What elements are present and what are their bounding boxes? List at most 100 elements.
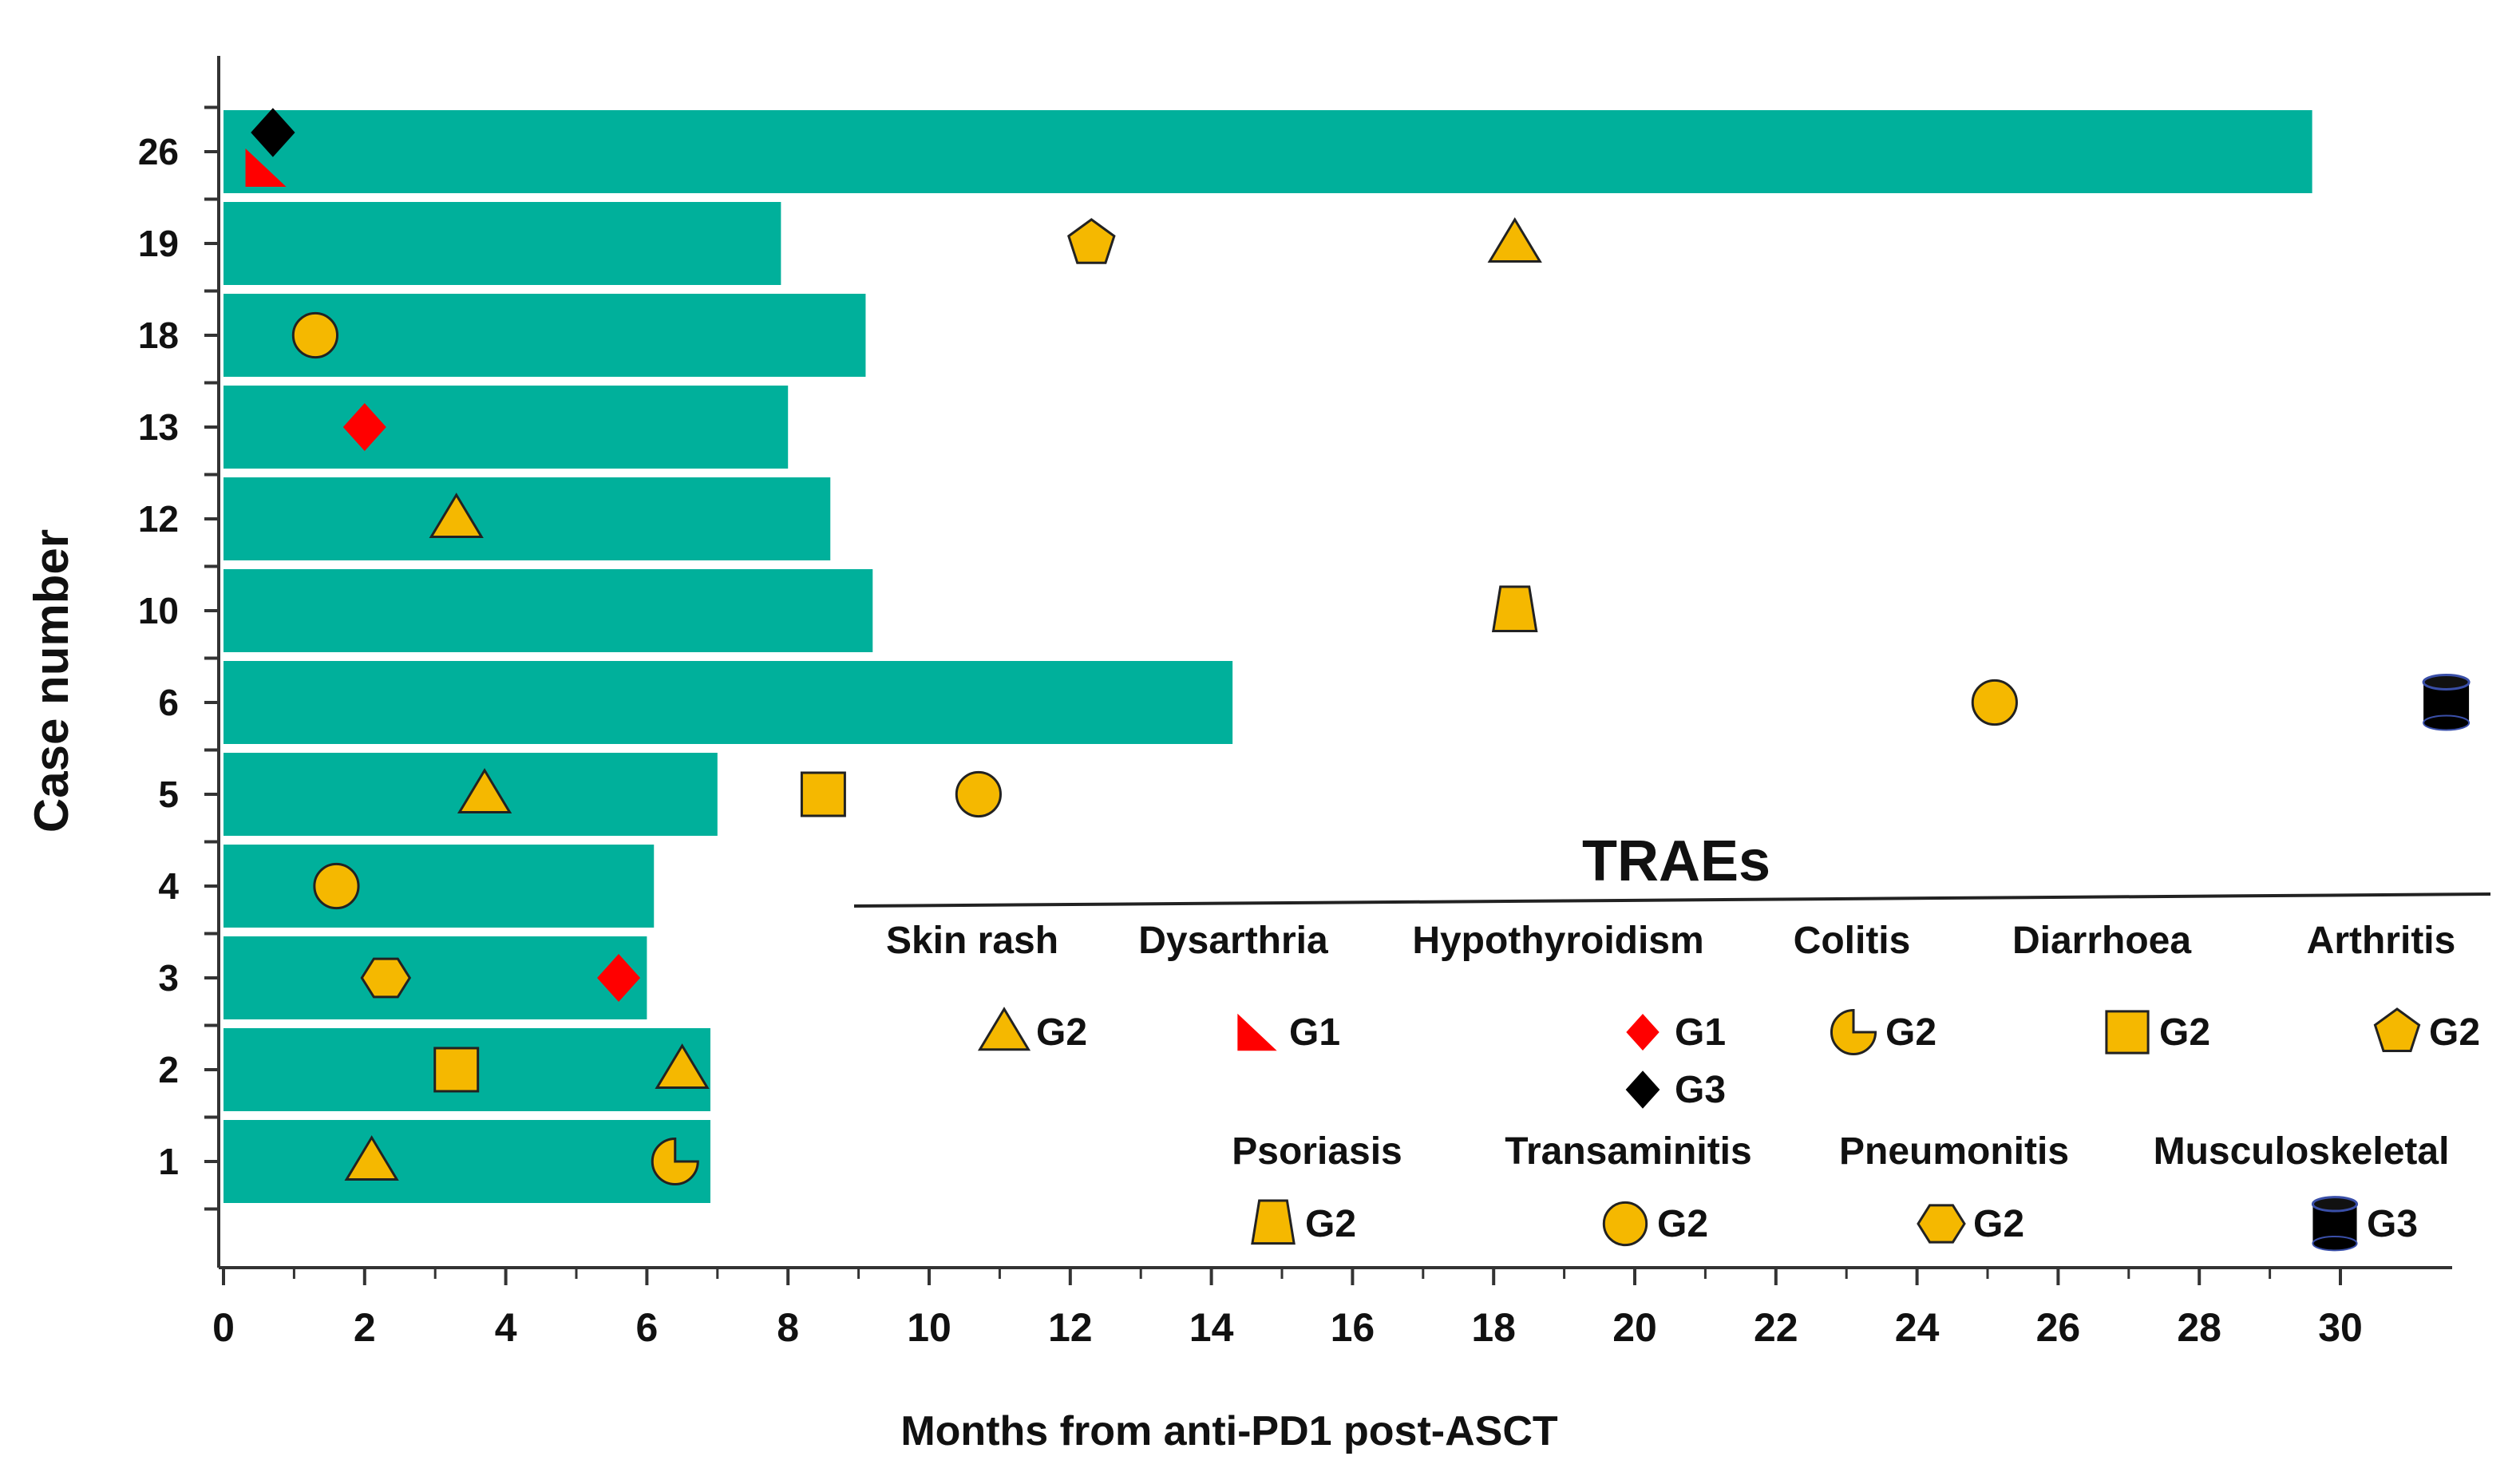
- legend-trapezoid-icon: [1251, 1199, 1296, 1245]
- x-tick-label: 14: [1189, 1305, 1234, 1350]
- bar-case-4: [224, 845, 655, 928]
- legend-name: Colitis: [1794, 920, 1911, 962]
- legend-name: Arthritis: [2307, 920, 2456, 962]
- square-shape: [2105, 1010, 2150, 1055]
- y-tick-label: 12: [138, 498, 179, 540]
- y-tick-label: 13: [138, 406, 179, 448]
- legend-title: TRAEs: [1582, 829, 1770, 893]
- bar-case-6: [224, 661, 1233, 744]
- circle-shape: [1602, 1201, 1648, 1247]
- y-tick-label: 5: [158, 774, 179, 815]
- legend-rule: [853, 892, 2491, 908]
- legend-name: Dysarthria: [1138, 920, 1328, 962]
- hexagon-shape: [1917, 1204, 1966, 1244]
- pentagon-shape: [1067, 218, 1116, 264]
- x-tick-label: 10: [907, 1305, 951, 1350]
- x-tick-label: 0: [212, 1305, 235, 1350]
- square-shape: [800, 771, 846, 817]
- y-tick-label: 2: [158, 1049, 179, 1090]
- triangle-shape: [655, 1043, 710, 1089]
- diamond-shape: [597, 954, 641, 1002]
- legend-diamond-icon: [1626, 1014, 1660, 1051]
- marker-arthritis-case-19: [1067, 218, 1116, 264]
- x-tick-label: 20: [1612, 1305, 1657, 1350]
- x-tick-label: 6: [635, 1305, 658, 1350]
- cylinder-bottom: [2312, 1235, 2358, 1252]
- legend-grade: G2: [2159, 1011, 2210, 1054]
- hexagon-shape: [360, 957, 412, 999]
- y-tick-label: 3: [158, 957, 179, 999]
- event-markers: [245, 108, 2471, 1185]
- legend-grade: G2: [1973, 1203, 2024, 1245]
- legend-grade: G2: [1657, 1203, 1708, 1245]
- chart-bars: [224, 110, 2312, 1203]
- square-shape: [433, 1047, 480, 1093]
- legend-name: Skin rash: [886, 920, 1058, 962]
- x-tick-label: 26: [2036, 1305, 2081, 1350]
- x-tick-label: 24: [1895, 1305, 1940, 1350]
- bar-case-13: [224, 386, 789, 469]
- x-tick-label: 4: [495, 1305, 517, 1350]
- marker-hypothyroidism-case-26: [251, 108, 295, 157]
- diamond-shape: [251, 108, 295, 157]
- y-tick-label: 18: [138, 315, 179, 356]
- marker-musculoskeletal-case-6: [2422, 674, 2471, 731]
- legend-grade: G2: [1305, 1203, 1356, 1245]
- cylinder-top: [2311, 1196, 2359, 1213]
- x-tick-label: 16: [1331, 1305, 1375, 1350]
- circle-shape: [1971, 679, 2018, 726]
- x-tick-label: 8: [777, 1305, 799, 1350]
- marker-skin rash-case-5: [457, 768, 512, 813]
- x-tick-label: 12: [1048, 1305, 1093, 1350]
- legend: Skin rash G2 Dysarthria G1 Hypothyroidism G1 G…: [853, 892, 2491, 1252]
- diamond-shape: [1626, 1014, 1660, 1051]
- y-tick-label: 4: [158, 865, 179, 907]
- bar-case-19: [224, 202, 781, 285]
- corner-triangle-shape: [245, 148, 287, 187]
- legend-triangle-icon: [977, 1007, 1031, 1051]
- circle-shape: [313, 862, 360, 910]
- y-tick-label: 1: [158, 1141, 179, 1182]
- marker-dysarthria-case-26: [245, 148, 287, 187]
- triangle-shape: [429, 493, 484, 538]
- diamond-shape: [1625, 1070, 1660, 1109]
- legend-diamond-icon: [1625, 1070, 1660, 1109]
- legend-grade: G2: [1036, 1011, 1087, 1054]
- marker-skin rash-case-2: [655, 1043, 710, 1089]
- y-tick-label: 6: [158, 682, 179, 723]
- legend-name: Musculoskeletal: [2154, 1130, 2450, 1173]
- cylinder-top: [2422, 674, 2471, 691]
- pacman-shape: [1830, 1008, 1877, 1056]
- bar-case-26: [224, 110, 2312, 193]
- legend-circle-icon: [1602, 1201, 1648, 1247]
- cylinder-bottom: [2423, 714, 2471, 731]
- y-axis-title: Case number: [25, 529, 78, 833]
- triangle-shape: [344, 1135, 399, 1181]
- x-tick-label: 30: [2318, 1305, 2363, 1350]
- marker-diarrhoea-case-5: [800, 771, 846, 817]
- triangle-shape: [457, 768, 512, 813]
- marker-transaminitis-case-5: [955, 770, 1002, 818]
- legend-grade: G3: [2367, 1203, 2418, 1245]
- legend-name: Transaminitis: [1505, 1130, 1751, 1173]
- legend-hexagon-icon: [1917, 1204, 1966, 1244]
- legend-corner-icon: [1237, 1013, 1277, 1051]
- legend-grade: G1: [1675, 1011, 1726, 1054]
- trapezoid-shape: [1251, 1199, 1296, 1245]
- legend-name: Psoriasis: [1232, 1130, 1402, 1173]
- trapezoid-shape: [1491, 585, 1538, 632]
- marker-hypothyroidism-case-13: [342, 403, 386, 451]
- legend-name: Hypothyroidism: [1412, 920, 1703, 962]
- triangle-shape: [1487, 217, 1542, 263]
- marker-transaminitis-case-4: [313, 862, 360, 910]
- marker-hypothyroidism-case-3: [597, 954, 641, 1002]
- legend-grade: G1: [1289, 1011, 1340, 1054]
- marker-diarrhoea-case-2: [433, 1047, 480, 1093]
- circle-shape: [955, 770, 1002, 818]
- marker-transaminitis-case-6: [1971, 679, 2018, 726]
- x-tick-label: 28: [2177, 1305, 2221, 1350]
- pacman-shape: [651, 1137, 699, 1185]
- legend-grade: G2: [2429, 1011, 2480, 1054]
